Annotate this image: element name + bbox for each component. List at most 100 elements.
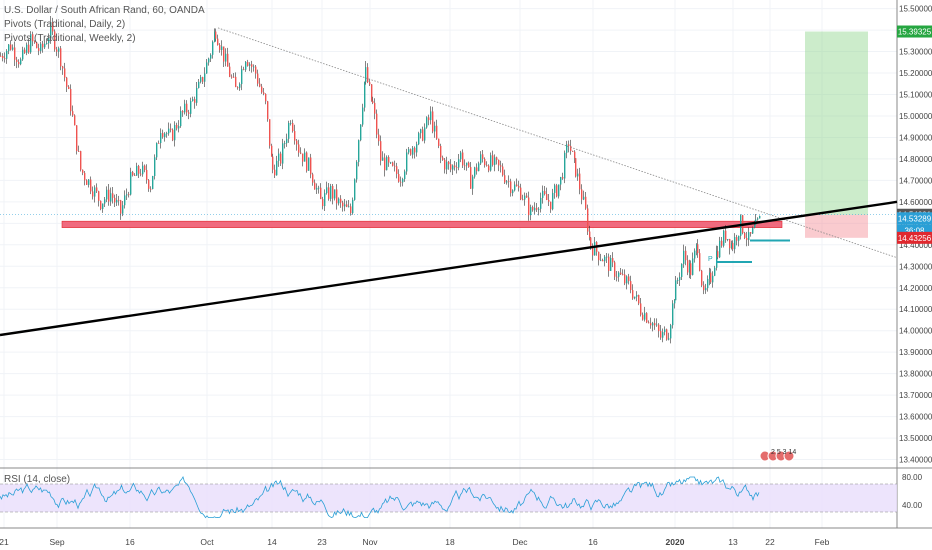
candle-body [520, 187, 522, 200]
candle-body [572, 150, 574, 152]
candle-body [122, 205, 124, 214]
y-tick-label: 14.00000 [899, 327, 932, 336]
candle-body [330, 186, 332, 199]
candle-body [90, 179, 92, 192]
y-tick-label: 15.30000 [899, 48, 932, 57]
candle-body [610, 258, 612, 271]
candle-body [182, 110, 184, 113]
candle-body [348, 206, 350, 208]
candle-body [235, 76, 237, 88]
candle-body [364, 82, 366, 108]
candle-body [284, 143, 286, 145]
rsi-title[interactable]: RSI (14, close) [4, 474, 71, 485]
candle-body [286, 138, 288, 144]
y-tick-label: 15.50000 [899, 5, 932, 14]
candle-body [604, 256, 606, 262]
candle-body [478, 163, 480, 172]
candle-body [0, 55, 2, 57]
rsi-tick-label: 40.00 [902, 501, 923, 510]
candle-body [243, 69, 245, 70]
y-tick-label: 13.80000 [899, 370, 932, 379]
candle-body [536, 207, 538, 210]
candle-body [444, 159, 446, 170]
legend-pivots-daily[interactable]: Pivots (Traditional, Daily, 2) [4, 19, 126, 30]
candle-body [709, 272, 711, 279]
candle-body [150, 188, 152, 190]
candle-body [316, 187, 318, 190]
x-tick-label: 22 [765, 537, 775, 547]
candle-body [272, 156, 274, 170]
candle-body [108, 189, 110, 202]
candle-body [614, 262, 616, 277]
candle-body [446, 161, 448, 170]
candle-body [590, 237, 592, 248]
pivot-marker: P [708, 256, 713, 263]
candle-body [320, 187, 322, 200]
candle-body [416, 144, 418, 153]
candle-body [128, 194, 130, 196]
candle-body [247, 61, 249, 66]
candle-body [616, 276, 618, 278]
candle-body [200, 77, 202, 82]
candle-body [636, 295, 638, 297]
candle-body [118, 199, 120, 201]
candle-body [734, 237, 736, 250]
candle-body [144, 165, 146, 170]
candle-body [94, 187, 96, 197]
candle-body [510, 181, 512, 194]
candle-body [426, 117, 428, 128]
candle-body [356, 161, 358, 180]
candle-body [300, 152, 302, 154]
candle-body [464, 165, 466, 167]
candle-body [458, 159, 460, 168]
candle-body [100, 200, 102, 210]
candle-body [526, 195, 528, 198]
candle-body [480, 154, 482, 164]
candle-body [134, 175, 136, 177]
candle-body [26, 44, 28, 53]
y-tick-label: 14.70000 [899, 176, 932, 185]
candle-body [689, 263, 691, 273]
candle-body [96, 187, 98, 192]
candle-body [326, 187, 328, 194]
candle-body [396, 166, 398, 175]
candle-body [70, 88, 72, 112]
candle-body [376, 113, 378, 135]
candle-body [84, 172, 86, 181]
candle-body [221, 46, 223, 51]
candle-body [130, 171, 132, 195]
candle-body [723, 230, 725, 246]
candle-body [727, 239, 729, 241]
candle-body [634, 296, 636, 299]
candle-body [428, 117, 430, 121]
candle-body [156, 143, 158, 158]
candle-body [577, 173, 579, 177]
candle-body [352, 199, 354, 214]
candle-body [184, 103, 186, 113]
candle-body [438, 138, 440, 146]
candle-body [564, 152, 566, 179]
candle-body [4, 58, 6, 59]
candle-body [552, 192, 554, 210]
legend-pivots-weekly[interactable]: Pivots (Traditional, Weekly, 2) [4, 33, 136, 44]
candle-body [160, 133, 162, 144]
candle-body [280, 153, 282, 164]
candle-body [592, 247, 594, 256]
candle-body [744, 233, 746, 238]
candle-body [504, 175, 506, 183]
candle-body [164, 133, 166, 137]
candle-body [530, 207, 532, 216]
candle-body [186, 103, 188, 113]
candle-body [332, 186, 334, 199]
candle-body [378, 134, 380, 142]
candle-body [494, 157, 496, 165]
candle-body [400, 181, 402, 183]
candle-body [701, 270, 703, 286]
candle-body [92, 191, 94, 197]
candle-body [420, 129, 422, 134]
candle-body [546, 194, 548, 200]
price-tag-label: 36:08 [904, 226, 925, 235]
candle-body [674, 300, 676, 304]
candle-body [624, 274, 626, 284]
